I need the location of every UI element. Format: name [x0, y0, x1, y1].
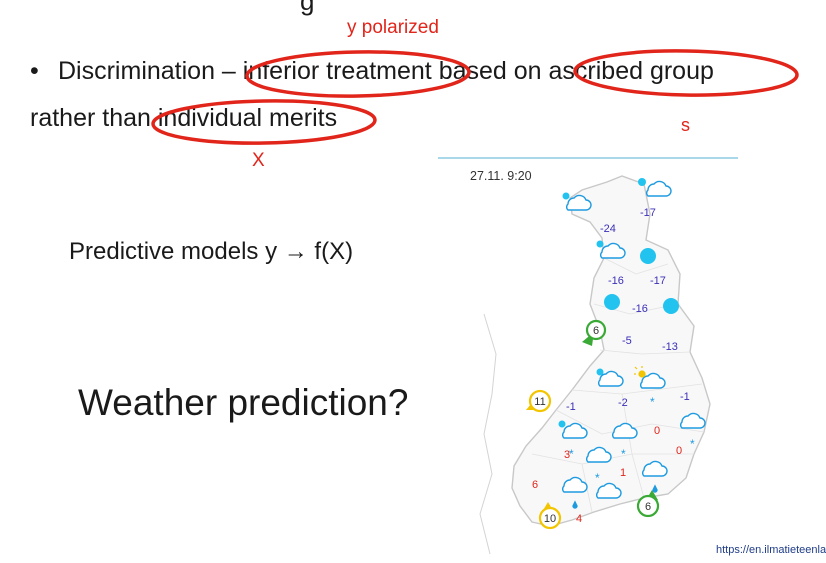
wind-speed: 11 [534, 396, 545, 408]
temp-label: 1 [620, 467, 626, 479]
annotation-y-polarized: y polarized [347, 17, 439, 38]
cloud-icon [638, 178, 672, 197]
cloud-rain-icon [562, 476, 588, 509]
svg-text:*: * [650, 395, 655, 409]
bullet-discrimination: • Discrimination – inferior treatment bas… [30, 57, 714, 86]
temp-label: -1 [566, 401, 576, 413]
cloud-icon [596, 482, 622, 499]
cloud-snow-icon: * [680, 412, 706, 451]
cloud-snow-icon: * [612, 422, 638, 461]
annotation-x: X [252, 150, 265, 171]
cloud-sun-icon: * [640, 372, 666, 409]
wind-badge: 6 [636, 490, 660, 518]
annotation-s: s [681, 115, 690, 135]
wind-badges: 6 11 10 6 [526, 319, 660, 530]
temp-label: -17 [650, 275, 666, 287]
svg-text:*: * [569, 447, 574, 461]
temp-label: -13 [662, 341, 678, 353]
predictive-models-text: Predictive models y → f(X) [69, 238, 354, 265]
cloud-icons: * * * * * [558, 178, 706, 509]
sun-dot-icon [640, 248, 656, 264]
wind-speed: 10 [544, 513, 556, 525]
temp-label: 4 [576, 513, 582, 525]
svg-text:*: * [621, 447, 626, 461]
temp-label: -16 [632, 303, 648, 315]
title-fragment: g [300, 0, 315, 16]
weather-prediction-question: Weather prediction? [78, 382, 409, 423]
wind-badge: 6 [582, 319, 607, 346]
finland-weather-map: 27.11. 9:20 * * * * * [432, 154, 742, 558]
wind-speed: 6 [593, 325, 599, 337]
wind-badge: 11 [526, 389, 552, 413]
temp-label: -2 [618, 397, 628, 409]
temp-label: 3 [564, 449, 570, 461]
bullet-text: Discrimination – inferior treatment base… [58, 57, 714, 85]
temp-label: -17 [640, 207, 656, 219]
svg-text:*: * [595, 471, 600, 485]
temp-label: -5 [622, 335, 632, 347]
sun-dots [604, 248, 679, 314]
wind-speed: 6 [645, 501, 651, 513]
temperature-labels: -17 -24 -16 -17 -16 -5 -13 -1 -2 -1 0 0 … [532, 207, 690, 525]
temp-label: -1 [680, 391, 690, 403]
bullet-continuation: rather than individual merits [30, 104, 338, 132]
cloud-snow-icon: * [558, 420, 588, 461]
temp-label: -24 [600, 223, 616, 235]
cloud-icon [562, 192, 592, 211]
sun-icon [634, 366, 646, 378]
wind-badge: 10 [538, 502, 562, 530]
cloud-snow-icon: * [586, 446, 612, 485]
temp-label: 6 [532, 479, 538, 491]
cloud-icon [596, 240, 626, 259]
temp-label: -16 [608, 275, 624, 287]
map-timestamp: 27.11. 9:20 [470, 169, 532, 183]
source-url: https://en.ilmatieteenla [716, 544, 826, 556]
weather-map-svg: 27.11. 9:20 * * * * * [438, 157, 738, 555]
cloud-rain-icon [642, 460, 668, 493]
svg-text:*: * [690, 437, 695, 451]
temp-label: 0 [654, 425, 660, 437]
sun-dot-icon [663, 298, 679, 314]
sun-dot-icon [604, 294, 620, 310]
temp-label: 0 [676, 445, 682, 457]
cloud-icon [596, 368, 624, 387]
bullet-marker: • [30, 57, 39, 85]
